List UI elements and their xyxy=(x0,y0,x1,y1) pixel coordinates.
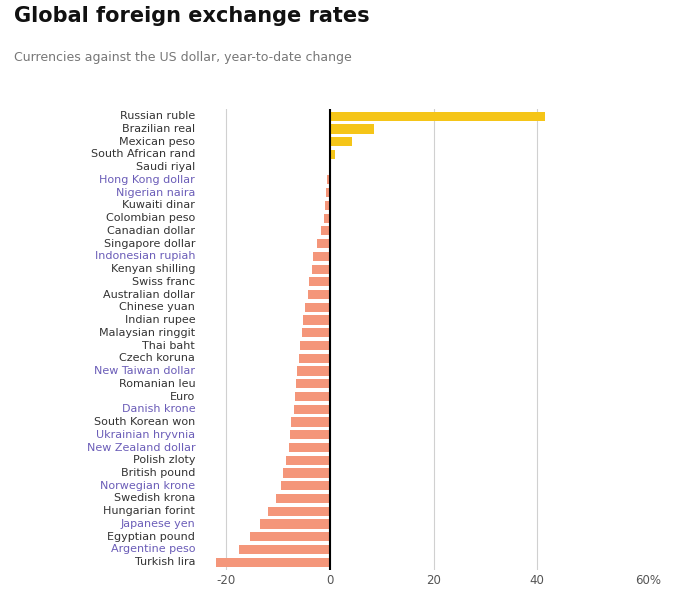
Text: Egyptian pound: Egyptian pound xyxy=(107,532,195,541)
Bar xyxy=(308,290,330,299)
Bar xyxy=(286,456,330,465)
Bar xyxy=(260,519,330,529)
Bar xyxy=(305,303,330,312)
Text: Turkish lira: Turkish lira xyxy=(135,557,195,567)
Text: Japanese yen: Japanese yen xyxy=(120,519,195,529)
Text: Russian ruble: Russian ruble xyxy=(120,111,195,121)
Text: Currencies against the US dollar, year-to-date change: Currencies against the US dollar, year-t… xyxy=(14,51,352,65)
Bar xyxy=(297,367,330,376)
Text: Swedish krona: Swedish krona xyxy=(114,493,195,504)
Text: Swiss franc: Swiss franc xyxy=(132,277,195,287)
Bar xyxy=(299,354,330,363)
Bar xyxy=(288,443,330,452)
Bar xyxy=(216,558,330,567)
Bar xyxy=(317,239,330,248)
Bar xyxy=(275,494,330,503)
Text: Brazilian real: Brazilian real xyxy=(122,124,195,134)
Text: New Taiwan dollar: New Taiwan dollar xyxy=(94,366,195,376)
Text: Hungarian forint: Hungarian forint xyxy=(103,506,195,516)
Text: Mexican peso: Mexican peso xyxy=(119,137,195,147)
Text: Kenyan shilling: Kenyan shilling xyxy=(111,264,195,274)
Bar xyxy=(325,201,330,210)
Text: 60%: 60% xyxy=(635,573,661,587)
Text: Kuwaiti dinar: Kuwaiti dinar xyxy=(122,200,195,210)
Bar xyxy=(295,392,330,401)
Text: Argentine peso: Argentine peso xyxy=(111,545,195,554)
Text: Colombian peso: Colombian peso xyxy=(106,213,195,223)
Bar xyxy=(303,315,330,324)
Bar xyxy=(330,124,374,133)
Bar xyxy=(291,417,330,426)
Bar xyxy=(268,507,330,516)
Text: Euro: Euro xyxy=(170,391,195,402)
Text: Indonesian rupiah: Indonesian rupiah xyxy=(95,251,195,261)
Bar xyxy=(281,481,330,490)
Text: Norwegian krone: Norwegian krone xyxy=(100,481,195,491)
Text: Polish zloty: Polish zloty xyxy=(133,455,195,466)
Bar xyxy=(312,265,330,274)
Bar xyxy=(290,430,330,440)
Bar xyxy=(300,341,330,350)
Text: Hong Kong dollar: Hong Kong dollar xyxy=(99,175,195,185)
Bar xyxy=(284,469,330,478)
Text: Singapore dollar: Singapore dollar xyxy=(103,239,195,248)
Bar xyxy=(313,252,330,261)
Text: Malaysian ringgit: Malaysian ringgit xyxy=(99,328,195,338)
Text: Chinese yuan: Chinese yuan xyxy=(119,302,195,312)
Bar xyxy=(326,188,330,197)
Text: New Zealand dollar: New Zealand dollar xyxy=(86,443,195,452)
Bar xyxy=(301,328,330,338)
Bar xyxy=(324,213,330,223)
Bar xyxy=(330,137,352,147)
Bar xyxy=(327,175,330,185)
Text: Canadian dollar: Canadian dollar xyxy=(107,226,195,236)
Bar xyxy=(294,405,330,414)
Text: Ukrainian hryvnia: Ukrainian hryvnia xyxy=(96,430,195,440)
Text: Global foreign exchange rates: Global foreign exchange rates xyxy=(14,6,369,26)
Text: Thai baht: Thai baht xyxy=(142,341,195,350)
Text: South African rand: South African rand xyxy=(91,150,195,159)
Text: Nigerian naira: Nigerian naira xyxy=(116,188,195,198)
Text: British pound: British pound xyxy=(121,468,195,478)
Bar xyxy=(309,277,330,286)
Bar xyxy=(330,112,545,121)
Text: South Korean won: South Korean won xyxy=(94,417,195,427)
Bar xyxy=(330,150,335,159)
Text: Romanian leu: Romanian leu xyxy=(118,379,195,389)
Bar xyxy=(296,379,330,388)
Text: Saudi riyal: Saudi riyal xyxy=(136,162,195,172)
Bar xyxy=(239,545,330,554)
Bar xyxy=(250,532,330,541)
Text: Australian dollar: Australian dollar xyxy=(103,289,195,300)
Text: Danish krone: Danish krone xyxy=(122,404,195,414)
Bar xyxy=(321,226,330,235)
Text: Indian rupee: Indian rupee xyxy=(124,315,195,325)
Text: Czech koruna: Czech koruna xyxy=(119,353,195,363)
